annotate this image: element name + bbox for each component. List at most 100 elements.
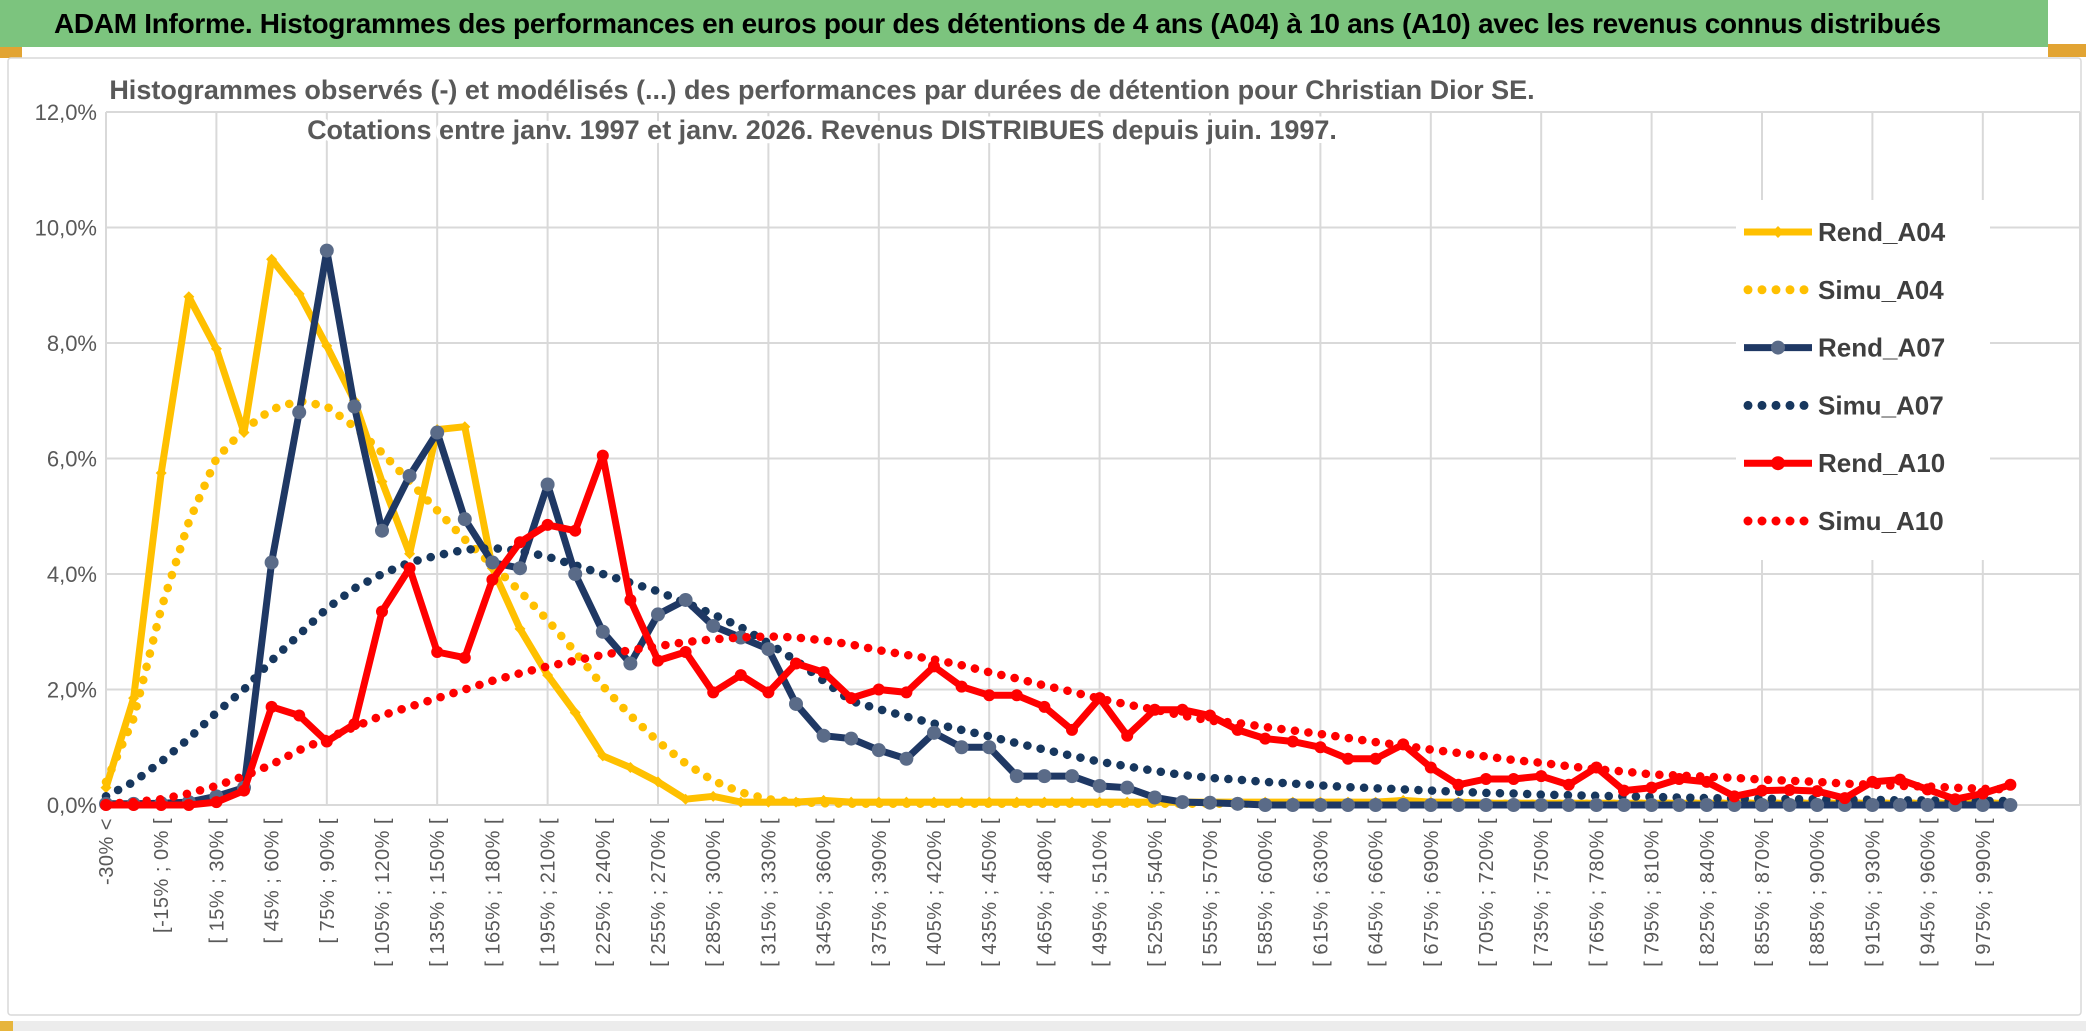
x-tick-label: [ 105% ; 120% [: [372, 818, 394, 967]
legend-marker: [1772, 226, 1784, 238]
series-marker: [182, 799, 195, 811]
legend-box: [1736, 200, 1990, 560]
series-marker: [2003, 798, 2018, 812]
legend-dotted-sample: [1771, 285, 1781, 295]
x-tick-label: [ 615% ; 630% [: [1310, 818, 1332, 967]
x-tick-label: [ 495% ; 510% [: [1090, 818, 1112, 967]
legend-dotted-sample: [1757, 516, 1767, 526]
legend-dotted-sample: [1785, 516, 1795, 526]
series-marker: [319, 243, 334, 258]
series-marker: [1590, 761, 1603, 774]
series-marker: [320, 735, 333, 748]
series-marker: [678, 592, 693, 607]
series-marker: [1093, 692, 1106, 705]
series-marker: [1618, 784, 1630, 797]
y-tick-label: 10,0%: [35, 216, 97, 241]
series-marker: [817, 666, 830, 679]
series-marker: [430, 425, 445, 440]
series-marker: [1507, 773, 1520, 786]
series-marker: [266, 253, 278, 265]
series-marker: [900, 796, 912, 808]
series-marker: [762, 686, 775, 699]
series-marker: [595, 624, 610, 639]
legend-dotted-sample: [1771, 400, 1781, 410]
series-marker: [568, 567, 583, 581]
legend-dotted-sample: [1771, 516, 1781, 526]
legend-label: Rend_A10: [1818, 448, 1945, 478]
x-tick-label: [ 975% ; 990% [: [1973, 818, 1995, 967]
series-marker: [652, 654, 664, 667]
series-marker: [155, 467, 167, 479]
series-marker: [1176, 703, 1189, 716]
sheet-bottom-row: [0, 1021, 2086, 1031]
series-marker: [871, 743, 886, 758]
legend-entry-rend_a07[interactable]: Rend_A07: [1744, 333, 1945, 363]
series-marker: [707, 790, 719, 802]
legend-entry-simu_a04[interactable]: Simu_A04: [1743, 275, 1945, 305]
series-marker: [514, 623, 526, 635]
legend-entry-rend_a04[interactable]: Rend_A04: [1744, 217, 1946, 247]
chart-series: [99, 243, 2018, 812]
series-marker: [1589, 798, 1604, 812]
series-marker: [1423, 798, 1438, 812]
x-tick-label: [ 255% ; 270% [: [648, 818, 670, 967]
x-tick-label: [ 765% ; 780% [: [1586, 818, 1608, 967]
series-marker: [128, 692, 140, 704]
series-marker: [1894, 773, 1906, 786]
x-tick-label: [ 945% ; 960% [: [1918, 818, 1940, 967]
legend-dotted-sample: [1757, 400, 1767, 410]
series-marker: [624, 593, 637, 606]
series-marker: [265, 700, 278, 713]
series-marker: [983, 796, 995, 808]
series-marker: [1204, 709, 1216, 722]
series-marker: [485, 555, 500, 570]
series-marker: [899, 751, 914, 766]
legend-marker: [1771, 456, 1785, 471]
x-tick-label: [ 75% ; 90% [: [317, 818, 339, 943]
series-line-solid: [102, 452, 2014, 809]
y-tick-label: 4,0%: [47, 562, 97, 587]
series-marker: [1121, 729, 1134, 742]
series-marker: [1424, 761, 1437, 774]
series-marker: [293, 709, 306, 722]
legend-entry-rend_a10[interactable]: Rend_A10: [1744, 448, 1945, 478]
x-tick-label: [ 825% ; 840% [: [1697, 818, 1719, 967]
series-marker: [956, 796, 968, 808]
series-marker: [376, 605, 388, 618]
legend-dotted-sample: [1799, 285, 1809, 295]
series-line-dotted: [101, 543, 2015, 806]
series-marker: [1866, 775, 1879, 788]
legend-dotted-sample: [1743, 285, 1753, 295]
legend-entry-simu_a07[interactable]: Simu_A07: [1743, 390, 1944, 420]
x-tick-label: [ 405% ; 420% [: [924, 818, 946, 967]
series-marker: [1838, 792, 1851, 805]
series-marker: [789, 696, 803, 711]
series-marker: [513, 561, 527, 576]
legend-entry-simu_a10[interactable]: Simu_A10: [1743, 506, 1944, 536]
series-marker: [404, 548, 416, 560]
series-marker: [872, 683, 885, 696]
series-marker: [1479, 798, 1493, 812]
series-marker: [873, 796, 885, 808]
series-marker: [459, 421, 471, 433]
series-marker: [1534, 798, 1549, 812]
legend-label: Rend_A04: [1818, 217, 1946, 247]
x-tick-label: [ 735% ; 750% [: [1531, 818, 1553, 967]
legend-label: Simu_A10: [1818, 506, 1944, 536]
series-marker: [1231, 723, 1244, 736]
series-marker: [1092, 778, 1107, 793]
x-tick-label: [ 165% ; 180% [: [482, 818, 504, 967]
x-tick-label: [ 225% ; 240% [: [593, 818, 615, 967]
series-marker: [1727, 798, 1742, 812]
series-marker: [127, 799, 140, 811]
series-marker: [680, 793, 692, 805]
series-marker: [845, 692, 858, 705]
series-marker: [1286, 735, 1299, 748]
series-marker: [900, 686, 913, 699]
series-marker: [541, 518, 554, 531]
y-tick-label: 2,0%: [47, 678, 97, 703]
series-simu_a10: [101, 632, 2015, 809]
x-tick-label: -30% <: [96, 818, 118, 885]
series-marker: [818, 794, 830, 806]
